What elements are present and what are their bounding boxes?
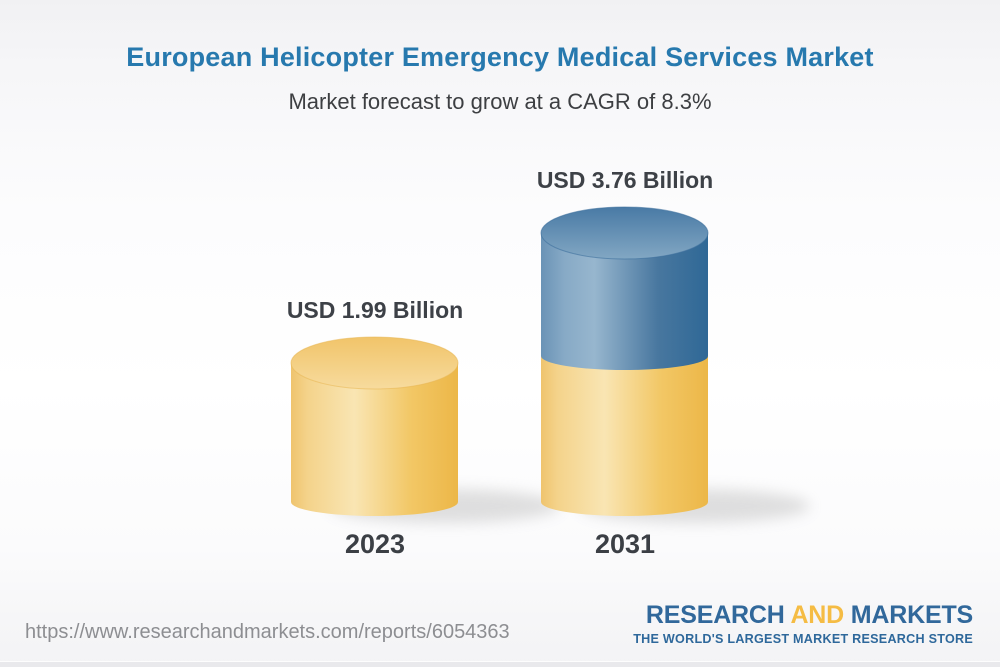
bar-2031-cylinder bbox=[540, 206, 709, 516]
research-and-markets-logo: RESEARCH AND MARKETS THE WORLD'S LARGEST… bbox=[633, 601, 973, 646]
bar-2023-top bbox=[290, 336, 459, 390]
logo-word-and: AND bbox=[790, 601, 845, 629]
logo-word-markets: MARKETS bbox=[850, 601, 973, 629]
report-url: https://www.researchandmarkets.com/repor… bbox=[25, 621, 510, 643]
value-label-2031: USD 3.76 Billion bbox=[536, 167, 714, 193]
chart-title: European Helicopter Emergency Medical Se… bbox=[126, 42, 874, 72]
bar-2031-base-segment bbox=[541, 356, 708, 516]
value-label-2023: USD 1.99 Billion bbox=[286, 297, 464, 323]
axis-label-2031: 2031 bbox=[594, 529, 656, 559]
chart-subtitle: Market forecast to grow at a CAGR of 8.3… bbox=[288, 89, 712, 114]
bar-2031-top bbox=[540, 206, 709, 260]
logo-word-research: RESEARCH bbox=[645, 601, 785, 629]
bottom-edge-strip bbox=[0, 661, 1000, 667]
axis-label-2023: 2023 bbox=[344, 529, 406, 559]
bar-2023-cylinder bbox=[290, 336, 459, 516]
logo-wordmark: RESEARCH AND MARKETS bbox=[645, 601, 973, 630]
logo-tagline: THE WORLD'S LARGEST MARKET RESEARCH STOR… bbox=[633, 631, 973, 646]
bar-2023-body bbox=[291, 363, 458, 516]
bar-2031-growth-segment bbox=[541, 233, 708, 370]
